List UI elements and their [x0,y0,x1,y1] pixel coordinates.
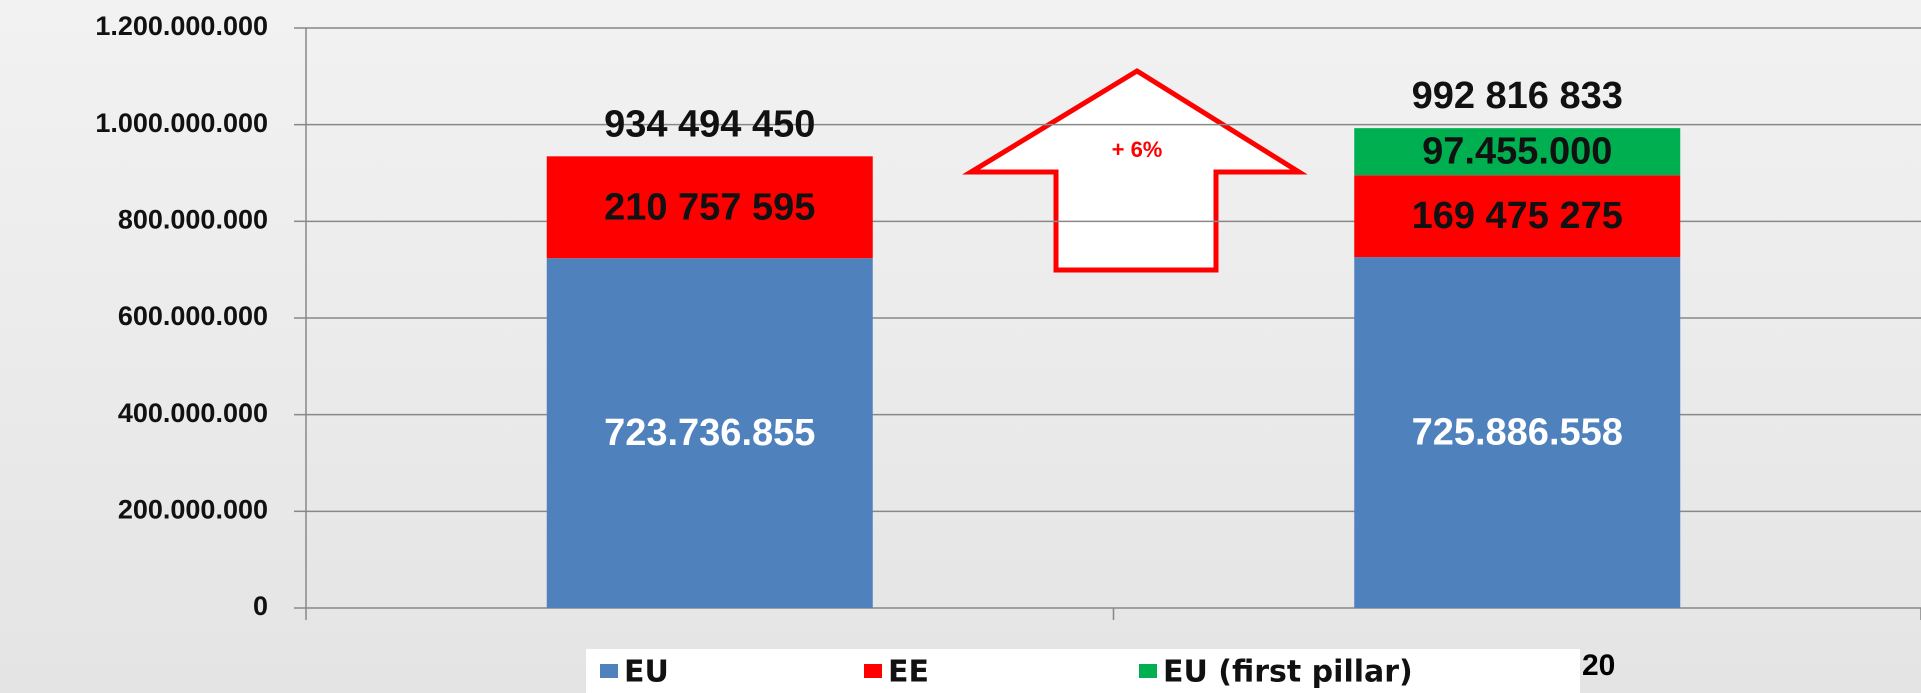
legend-swatch [600,664,618,678]
total-label: 934 494 450 [604,103,815,145]
y-tick-label: 600.000.000 [118,301,268,331]
value-label: 725.886.558 [1412,412,1623,454]
bar-segment [1354,128,1681,176]
legend-swatch [864,664,882,678]
bar-segment [546,258,873,608]
value-label: 97.455.000 [1422,131,1612,173]
legend-swatch [1139,664,1157,678]
annotation: + 6% [1112,137,1163,162]
y-tick-label: 1.000.000.000 [95,108,268,138]
value-label: 210 757 595 [604,186,815,228]
y-tick-label: 0 [253,591,268,621]
y-tick-label: 200.000.000 [118,494,268,524]
bar-segment [546,156,873,259]
value-label: 723.736.855 [604,412,815,454]
y-tick-label: 400.000.000 [118,398,268,428]
page-number: 20 [1582,649,1615,682]
legend-box [586,649,1580,693]
y-tick-label: 1.200.000.000 [95,11,268,41]
bar-segment [1354,175,1681,258]
y-tick-label: 800.000.000 [118,204,268,234]
total-label: 992 816 833 [1412,75,1623,117]
increase-arrow [962,68,1308,273]
bar-segment [1354,257,1681,608]
legend-label: EU [624,655,669,690]
legend-label: EE [888,655,929,690]
legend-label: EU (first pillar) [1163,655,1413,690]
value-label: 169 475 275 [1412,195,1623,237]
